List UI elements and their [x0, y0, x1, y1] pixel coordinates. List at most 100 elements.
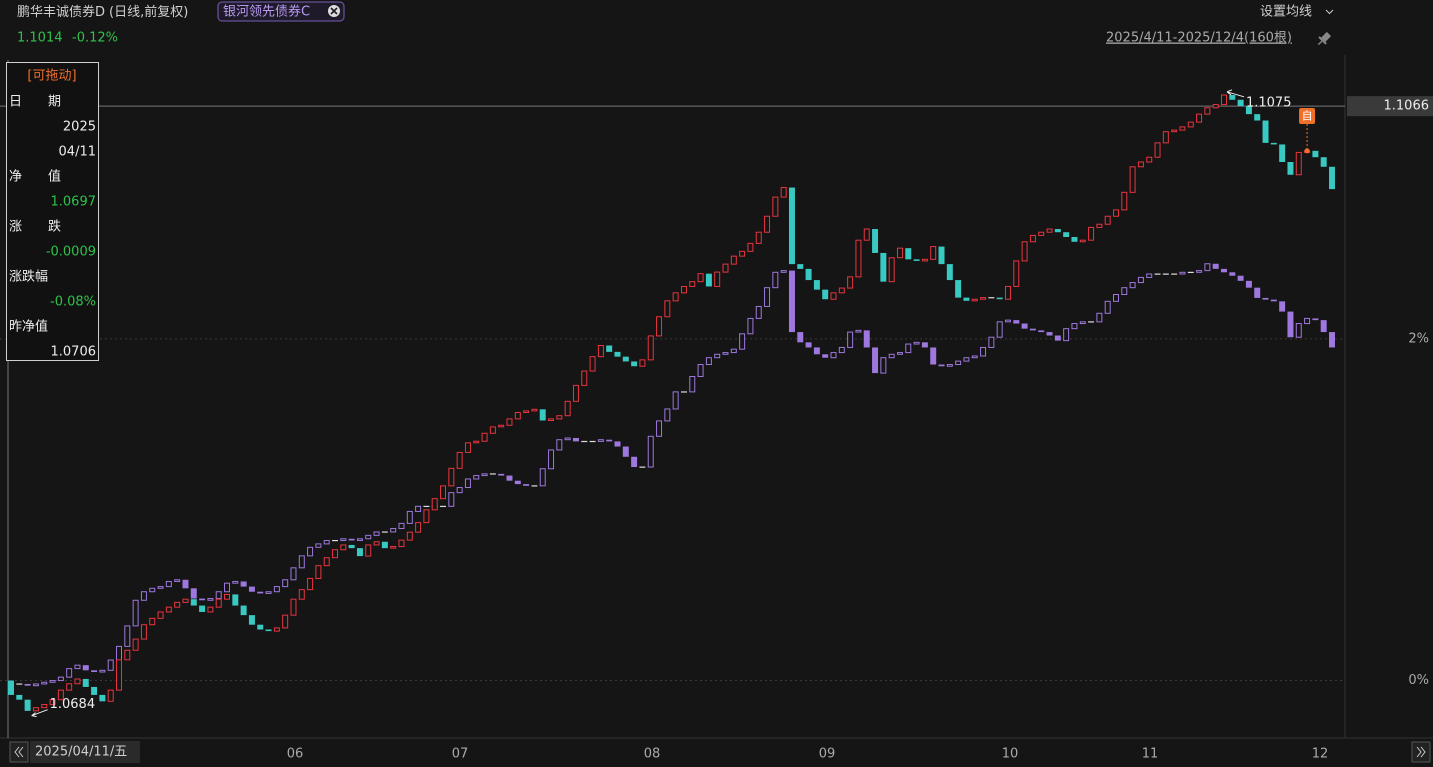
candle-down — [1287, 162, 1294, 175]
candle-down — [523, 484, 530, 486]
x-tick-label: 10 — [1002, 747, 1019, 762]
tooltip-label: 涨跌幅 — [9, 269, 48, 285]
x-tick-label: 09 — [819, 747, 836, 762]
candle-up — [41, 703, 48, 709]
settings-button[interactable]: 设置均线 — [1260, 5, 1312, 20]
candle-up — [772, 271, 779, 289]
candle-up — [473, 440, 480, 444]
tooltip-box[interactable] — [6, 62, 99, 361]
candle-down — [1237, 99, 1244, 107]
candle-up — [290, 598, 297, 616]
pin-icon[interactable] — [1315, 31, 1333, 49]
candle-up — [273, 627, 280, 632]
x-cursor-box — [30, 741, 140, 763]
candle-up — [722, 263, 729, 273]
candle-up — [1295, 151, 1302, 176]
candle-up — [464, 478, 471, 489]
marker-label: 自 — [1302, 110, 1313, 123]
candle-down — [946, 264, 953, 281]
candle-up — [1129, 166, 1136, 193]
candle-up — [739, 250, 746, 257]
candle-down — [1279, 144, 1286, 163]
remove-compare-icon[interactable] — [328, 5, 340, 17]
candle-up — [1179, 271, 1186, 275]
candle-down — [606, 439, 613, 442]
candle-up — [913, 341, 920, 345]
candle-down — [880, 252, 887, 282]
candle-up — [730, 255, 737, 265]
candle-down — [257, 624, 264, 630]
candle-up — [581, 370, 588, 386]
candle-down — [1029, 328, 1036, 331]
marker-dot — [1304, 148, 1310, 154]
candle-up — [689, 375, 696, 393]
candle-up — [639, 359, 646, 367]
candle-down — [1212, 263, 1219, 269]
candle-up — [714, 353, 721, 359]
candle-down — [1063, 232, 1070, 237]
y2-tick-label: 0% — [1408, 673, 1429, 688]
candle-up — [398, 522, 405, 530]
candle-up — [1063, 328, 1070, 342]
candle-up — [332, 549, 339, 559]
candle-down — [813, 280, 820, 290]
candle-up — [182, 598, 189, 603]
candle-up — [755, 305, 762, 319]
candle-down — [240, 581, 247, 587]
candle-down — [232, 594, 239, 606]
candle-up — [556, 439, 563, 451]
crosshair-label: 1.1066 — [1384, 99, 1430, 114]
candle-up — [747, 317, 754, 335]
candle-up — [207, 606, 214, 613]
candle-up — [647, 435, 654, 468]
candle-up — [1013, 260, 1020, 287]
candle-up — [739, 333, 746, 350]
candle-flat — [1187, 271, 1194, 273]
candle-down — [24, 683, 31, 686]
candle-up — [656, 420, 663, 437]
candle-down — [1046, 332, 1053, 336]
candle-flat — [1171, 273, 1178, 275]
candle-up — [57, 676, 64, 682]
tooltip-value: 1.0697 — [51, 195, 97, 210]
candle-up — [689, 281, 696, 287]
candle-down — [16, 694, 23, 700]
candle-down — [539, 409, 546, 421]
candle-up — [149, 617, 156, 626]
legend-entry[interactable]: 银河领先债券C — [223, 4, 310, 20]
candle-up — [764, 215, 771, 233]
scroll-left-button[interactable] — [9, 741, 29, 763]
annotation-arrow — [31, 709, 48, 718]
candle-up — [572, 384, 579, 402]
candle-up — [99, 669, 106, 673]
candle-down — [498, 473, 505, 476]
candle-up — [165, 606, 172, 613]
compare-tag[interactable] — [217, 1, 345, 22]
candle-down — [606, 345, 613, 352]
candle-up — [174, 579, 181, 582]
candle-up — [473, 475, 480, 480]
candle-up — [66, 683, 73, 691]
candle-up — [1146, 156, 1153, 163]
candle-up — [1004, 319, 1011, 323]
scroll-right-button[interactable] — [1411, 741, 1431, 763]
candle-up — [282, 579, 289, 588]
candle-up — [1104, 300, 1111, 314]
candle-up — [415, 505, 422, 512]
candle-down — [257, 591, 264, 594]
candle-up — [498, 424, 505, 428]
range-label[interactable]: 2025/4/11-2025/12/4(160根) — [1106, 31, 1292, 46]
candle-down — [813, 347, 820, 355]
candle-down — [905, 248, 912, 260]
candle-up — [855, 329, 862, 333]
candle-down — [930, 347, 937, 365]
candle-up — [1304, 317, 1311, 325]
candle-up — [1104, 215, 1111, 225]
candle-up — [116, 659, 122, 691]
candle-down — [265, 629, 272, 632]
chevron-icon[interactable] — [1325, 9, 1334, 15]
drag-hint[interactable]: [可拖动] — [27, 69, 76, 84]
candle-down — [963, 297, 970, 301]
candle-up — [564, 400, 571, 417]
candle-down — [190, 588, 197, 599]
